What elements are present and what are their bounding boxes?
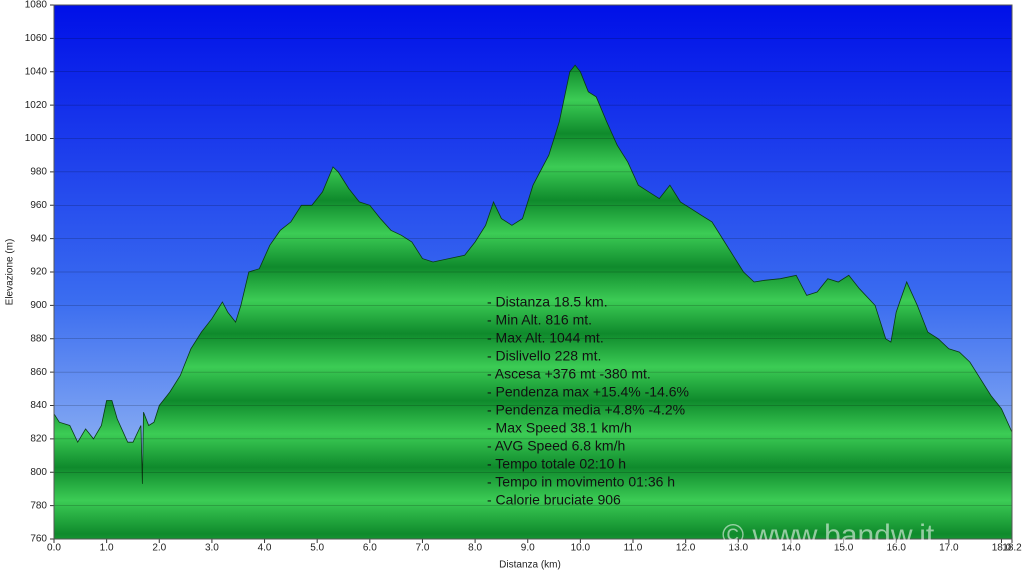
y-tick-label: 1040: [25, 66, 48, 77]
plot-border: [53, 4, 1013, 540]
y-tick-label: 880: [30, 333, 47, 344]
x-tick-label: 15.0: [834, 543, 854, 554]
stat-line: - AVG Speed 6.8 km/h: [487, 438, 625, 454]
x-tick-label: 18.2: [1002, 543, 1022, 554]
watermark: © www.bandw.it: [722, 519, 935, 552]
x-tick-label: 17.0: [939, 543, 959, 554]
x-tick-label: 3.0: [205, 543, 219, 554]
x-tick-label: 14.0: [781, 543, 801, 554]
x-tick-label: 16.0: [886, 543, 906, 554]
x-tick-label: 18.0: [992, 543, 1012, 554]
x-tick-label: 5.0: [310, 543, 324, 554]
stat-line: - Ascesa +376 mt -380 mt.: [487, 366, 651, 382]
y-tick-label: 900: [30, 300, 47, 311]
y-tick-label: 1060: [25, 33, 48, 44]
x-tick-label: 12.0: [676, 543, 696, 554]
stat-line: - Tempo totale 02:10 h: [487, 456, 626, 472]
stat-line: - Calorie bruciate 906: [487, 492, 621, 508]
y-tick-label: 980: [30, 167, 47, 178]
stat-line: - Tempo in movimento 01:36 h: [487, 474, 675, 490]
x-tick-label: 4.0: [258, 543, 272, 554]
y-tick-label: 840: [30, 400, 47, 411]
stat-line: - Pendenza max +15.4% -14.6%: [487, 384, 689, 400]
stat-line: - Max Speed 38.1 km/h: [487, 420, 632, 436]
stat-line: - Max Alt. 1044 mt.: [487, 330, 604, 346]
y-tick-label: 1000: [25, 133, 48, 144]
x-tick-label: 1.0: [100, 543, 114, 554]
x-tick-label: 9.0: [521, 543, 535, 554]
x-tick-label: 2.0: [152, 543, 166, 554]
y-tick-label: 1020: [25, 100, 48, 111]
y-tick-label: 860: [30, 367, 47, 378]
x-axis-label: Distanza (km): [499, 560, 561, 571]
y-tick-label: 960: [30, 200, 47, 211]
y-tick-label: 780: [30, 500, 47, 511]
y-tick-label: 1080: [25, 0, 48, 11]
y-tick-label: 800: [30, 467, 47, 478]
x-tick-label: 6.0: [363, 543, 377, 554]
y-tick-label: 920: [30, 267, 47, 278]
x-tick-label: 8.0: [468, 543, 482, 554]
stat-line: - Dislivello 228 mt.: [487, 348, 601, 364]
y-tick-label: 760: [30, 534, 47, 545]
stat-line: - Distanza 18.5 km.: [487, 294, 608, 310]
x-tick-label: 0.0: [47, 543, 61, 554]
y-tick-label: 820: [30, 434, 47, 445]
x-tick-label: 11.0: [624, 543, 643, 554]
elevation-area: [53, 64, 1013, 540]
stat-line: - Pendenza media +4.8% -4.2%: [487, 402, 685, 418]
x-tick-label: 10.0: [571, 543, 591, 554]
x-tick-label: 7.0: [416, 543, 430, 554]
y-tick-label: 940: [30, 233, 47, 244]
x-tick-label: 13.0: [729, 543, 749, 554]
y-axis-label: Elevazione (m): [5, 239, 16, 306]
stat-line: - Min Alt. 816 mt.: [487, 312, 592, 328]
